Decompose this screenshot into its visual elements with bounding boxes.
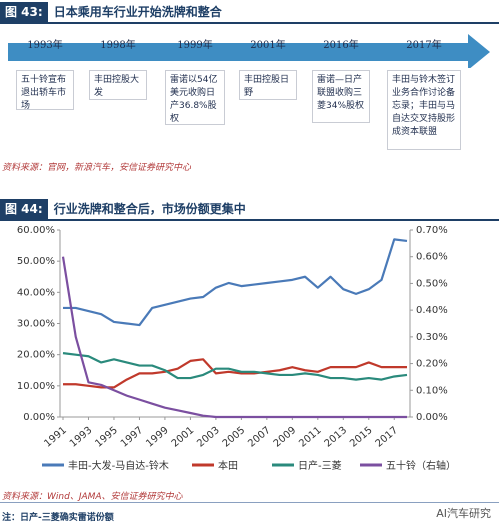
left-tick-label: 60.00% (17, 225, 55, 236)
x-tick-label: 1997 (119, 425, 146, 450)
right-tick-label: 0.70% (416, 225, 448, 236)
fig43-title-text: 日本乘用车行业开始洗牌和整合 (53, 5, 222, 19)
series-line-1 (63, 358, 407, 389)
left-tick-label: 10.00% (17, 381, 55, 392)
market-share-chart: 0.00% 10.00% 20.00% 30.00% 40.00% 50.00% 60.00… (17, 225, 456, 472)
timeline-year: 1999年 (177, 40, 213, 51)
timeline-year: 2017年 (406, 40, 442, 51)
fig43-source: 资料来源：官网，新浪汽车，安信证券研究中心 (2, 163, 192, 173)
timeline-event: 雷诺—日产联盟收购三菱34%股权 (312, 70, 370, 123)
fig44-source: 资料来源：Wind、JAMA、安信证券研究中心 (2, 492, 183, 502)
x-tick-label: 1999 (144, 425, 171, 450)
x-tick-label: 2013 (323, 425, 350, 450)
timeline-year: 2001年 (250, 40, 286, 51)
right-tick-label: 0.60% (416, 252, 448, 263)
left-tick-label: 50.00% (17, 256, 55, 267)
right-tick-label: 0.40% (416, 305, 448, 316)
timeline-year: 1993年 (27, 40, 63, 51)
x-tick-label: 2001 (170, 425, 197, 450)
left-tick-label: 0.00% (23, 412, 55, 423)
right-tick-label: 0.20% (416, 359, 448, 370)
watermark-text: AI汽车研究 (436, 507, 491, 520)
left-tick-label: 20.00% (17, 350, 55, 361)
series-line-2 (62, 352, 408, 381)
fig44-title-text: 行业洗牌和整合后，市场份额更集中 (53, 202, 246, 216)
legend-label: 本田 (218, 459, 238, 472)
fig43-number: 图 43: (0, 2, 48, 22)
x-tick-label: 1991 (42, 425, 69, 450)
timeline-event: 五十铃宣布退出轿车市场 (16, 70, 74, 111)
timeline-year: 1998年 (100, 40, 136, 51)
right-tick-label: 0.30% (416, 332, 448, 343)
right-tick-label: 0.50% (416, 278, 448, 289)
timeline-event: 丰田控股日野 (239, 70, 297, 100)
series-line-0 (63, 238, 408, 327)
fig43-title: 图 43: 日本乘用车行业开始洗牌和整合 (0, 2, 222, 22)
fig43-rule (0, 22, 499, 24)
fig44-number: 图 44: (0, 199, 48, 219)
bottom-rule (0, 502, 499, 503)
left-tick-label: 30.00% (17, 319, 55, 330)
timeline-event: 丰田控股大发 (89, 70, 147, 100)
x-tick-label: 2003 (195, 425, 222, 450)
fig44-title: 图 44: 行业洗牌和整合后，市场份额更集中 (0, 199, 246, 219)
legend-label: 五十铃（右轴） (386, 459, 456, 472)
timeline-year: 2016年 (323, 40, 359, 51)
x-tick-label: 2011 (297, 425, 324, 450)
footnote: 注：日产-三菱确实雷诺份额 (2, 513, 114, 523)
x-tick-label: 2007 (246, 425, 273, 450)
x-tick-label: 2017 (374, 425, 401, 450)
left-tick-label: 40.00% (17, 287, 55, 298)
right-tick-label: 0.10% (416, 385, 448, 396)
x-tick-label: 1993 (68, 425, 95, 450)
x-tick-label: 1995 (93, 425, 120, 450)
timeline-event: 丰田与铃木签订业务合作讨论备忘录；丰田与马自达交叉持股形成资本联盟 (387, 70, 461, 150)
timeline-event: 雷诺以54亿美元收购日产36.8%股权 (165, 70, 225, 125)
legend-label: 日产-三菱 (298, 459, 342, 472)
legend-label: 丰田-大发-马自达-铃木 (68, 459, 169, 472)
timeline-arrow (8, 34, 490, 68)
series-line-3 (61, 256, 407, 419)
fig44-rule (0, 219, 499, 221)
right-tick-label: 0.00% (416, 412, 448, 423)
x-tick-label: 2005 (221, 425, 248, 450)
x-tick-label: 2015 (348, 425, 375, 450)
x-tick-label: 2009 (272, 425, 299, 450)
